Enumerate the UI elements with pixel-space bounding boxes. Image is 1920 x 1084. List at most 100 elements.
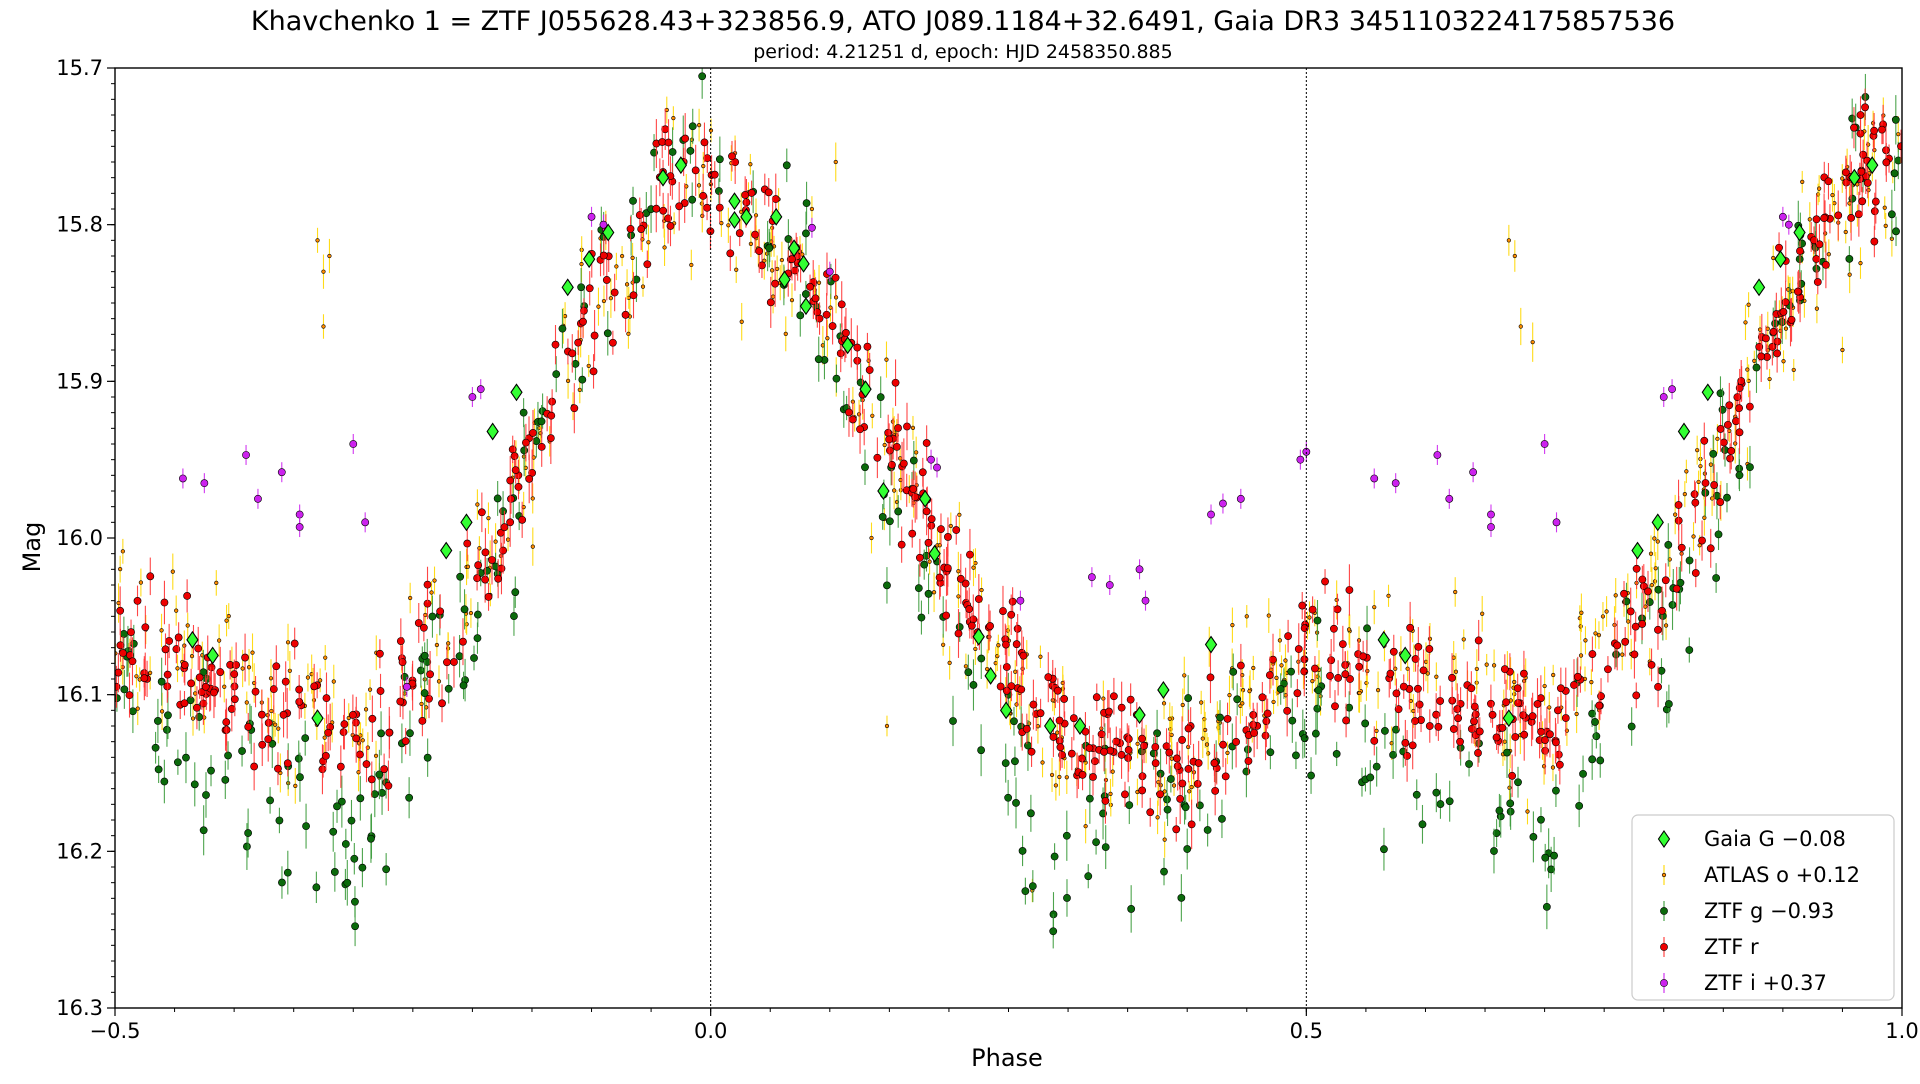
data-point xyxy=(822,310,831,319)
data-point xyxy=(1355,662,1364,671)
data-point xyxy=(931,590,937,595)
data-point xyxy=(1542,683,1547,689)
data-point xyxy=(266,796,274,805)
legend-label: ZTF g −0.93 xyxy=(1704,899,1834,923)
data-point xyxy=(715,203,724,212)
data-point xyxy=(180,699,189,708)
data-point xyxy=(1778,318,1787,326)
data-point xyxy=(944,533,952,541)
data-point xyxy=(1271,699,1276,705)
data-point xyxy=(986,622,995,630)
data-point xyxy=(816,280,822,285)
data-point xyxy=(1427,636,1433,641)
data-point xyxy=(159,628,164,633)
gaia-data-point xyxy=(999,701,1013,720)
data-point xyxy=(1514,778,1522,787)
data-point xyxy=(1847,214,1856,222)
data-point xyxy=(1408,741,1417,750)
data-point xyxy=(1056,743,1065,752)
data-point xyxy=(908,529,917,538)
gaia-data-point xyxy=(1073,717,1087,735)
data-point xyxy=(264,735,273,744)
data-point xyxy=(659,206,668,215)
data-point xyxy=(1101,843,1110,852)
data-point xyxy=(1783,326,1789,331)
data-point xyxy=(603,329,612,338)
data-point xyxy=(1361,719,1370,728)
data-point xyxy=(216,668,225,676)
data-point xyxy=(1203,727,1208,733)
data-point xyxy=(1163,795,1171,804)
data-point xyxy=(701,164,706,169)
data-point xyxy=(1236,494,1245,503)
data-point xyxy=(570,404,579,413)
x-tick-label: −0.5 xyxy=(90,1019,141,1043)
data-point xyxy=(1269,655,1277,664)
data-point xyxy=(250,762,259,771)
data-point xyxy=(244,722,253,731)
data-point xyxy=(1654,585,1663,594)
data-point xyxy=(1177,893,1186,902)
data-point xyxy=(927,559,932,564)
data-point xyxy=(610,288,619,297)
data-point xyxy=(1160,867,1168,876)
data-point xyxy=(1588,755,1597,764)
data-point xyxy=(696,183,702,188)
data-point xyxy=(1552,738,1560,747)
data-point xyxy=(1167,716,1172,721)
data-point xyxy=(1436,697,1445,705)
data-point xyxy=(1723,420,1732,429)
data-point xyxy=(589,367,598,376)
data-point xyxy=(1857,167,1866,176)
data-point xyxy=(1546,730,1554,739)
gaia-data-point xyxy=(510,383,523,402)
data-point xyxy=(1092,838,1100,846)
data-point xyxy=(1612,650,1620,659)
data-point xyxy=(1223,714,1232,723)
data-point xyxy=(1161,701,1167,706)
data-point xyxy=(869,535,874,541)
data-point xyxy=(1011,757,1019,766)
data-point xyxy=(1762,334,1770,343)
data-point xyxy=(1018,847,1027,855)
data-point xyxy=(296,773,304,782)
data-point xyxy=(1412,790,1421,799)
data-point xyxy=(1097,730,1106,739)
data-point xyxy=(384,781,393,790)
data-point xyxy=(1292,751,1300,760)
data-point xyxy=(1537,727,1545,736)
data-point xyxy=(497,564,506,573)
data-point xyxy=(1099,809,1107,818)
data-point xyxy=(954,629,963,638)
data-point xyxy=(1773,349,1782,358)
data-point xyxy=(1712,574,1721,582)
data-point xyxy=(688,122,697,131)
data-point xyxy=(697,123,702,128)
data-point xyxy=(703,154,712,163)
data-point xyxy=(715,187,723,195)
data-point xyxy=(748,162,753,167)
data-point xyxy=(652,204,661,213)
data-point xyxy=(1593,631,1598,636)
data-point xyxy=(1308,605,1317,614)
data-point xyxy=(1470,717,1478,726)
data-point xyxy=(164,711,172,720)
data-point xyxy=(477,508,486,517)
data-point xyxy=(1589,680,1594,685)
data-point xyxy=(1475,739,1483,748)
data-point xyxy=(1677,543,1686,552)
data-point xyxy=(1414,684,1422,693)
data-point xyxy=(828,305,833,310)
data-point xyxy=(1445,797,1454,806)
data-point xyxy=(1474,636,1483,645)
data-point xyxy=(899,459,908,468)
data-point xyxy=(943,564,952,573)
data-point xyxy=(602,276,611,284)
data-point xyxy=(1690,490,1699,499)
data-point xyxy=(1105,581,1114,589)
data-point xyxy=(1062,831,1071,840)
data-point xyxy=(703,203,711,212)
data-point xyxy=(870,413,875,418)
data-point xyxy=(1263,709,1272,718)
data-point xyxy=(1258,693,1267,702)
